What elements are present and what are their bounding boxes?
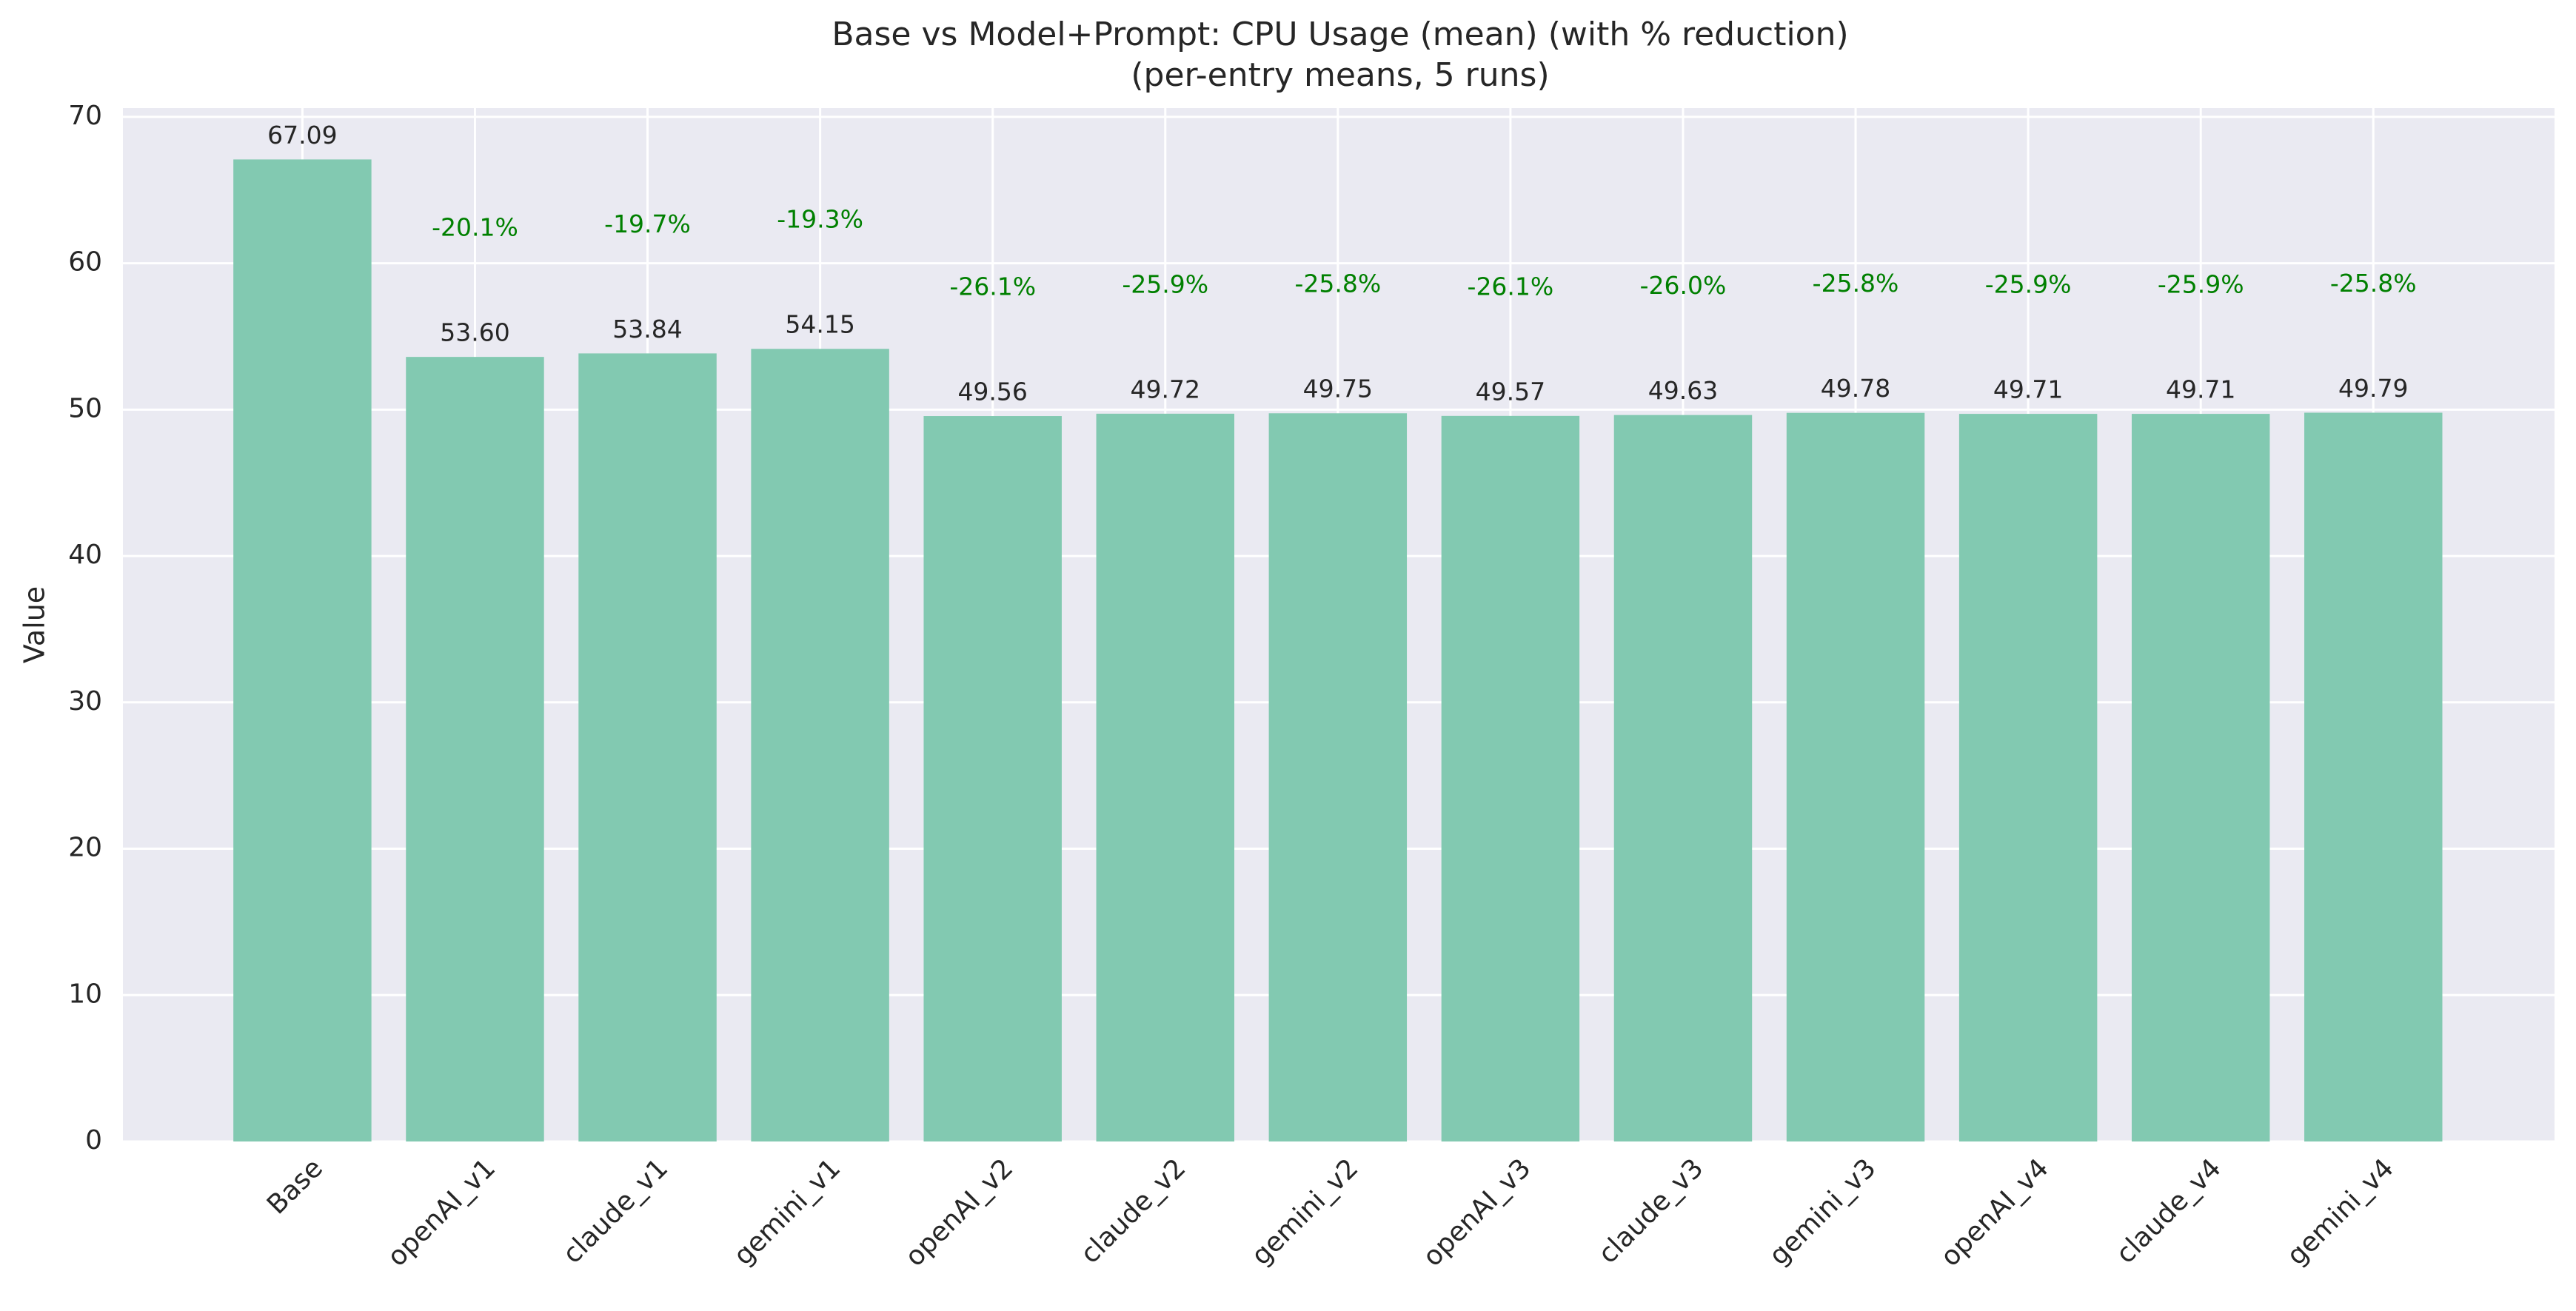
y-tick-label: 60 xyxy=(68,247,102,278)
chart-subtitle: (per-entry means, 5 runs) xyxy=(1131,56,1549,94)
reduction-label: -25.8% xyxy=(2330,269,2417,298)
x-tick-label: claude_v3 xyxy=(1593,1153,1710,1270)
y-axis-label: Value xyxy=(19,586,51,663)
reduction-label: -25.9% xyxy=(1122,269,1208,298)
bar xyxy=(923,416,1062,1141)
x-tick-label: gemini_v3 xyxy=(1764,1153,1882,1272)
value-label: 49.75 xyxy=(1303,375,1373,403)
x-tick-label: openAI_v2 xyxy=(900,1153,1019,1273)
reduction-label: -25.9% xyxy=(2158,269,2244,298)
value-label: 49.63 xyxy=(1648,376,1718,405)
reduction-label: -19.7% xyxy=(604,209,691,238)
bar xyxy=(2304,412,2443,1141)
chart-title: Base vs Model+Prompt: CPU Usage (mean) (… xyxy=(832,16,1848,53)
x-tick-label: openAI_v1 xyxy=(382,1153,501,1273)
y-tick-label: 50 xyxy=(68,393,102,423)
y-tick-label: 70 xyxy=(68,101,102,131)
x-tick-label: openAI_v3 xyxy=(1417,1153,1536,1273)
x-tick-label: claude_v4 xyxy=(2110,1153,2227,1270)
value-label: 53.60 xyxy=(440,318,509,347)
x-tick-label: gemini_v4 xyxy=(2281,1153,2400,1272)
bar xyxy=(1096,413,1234,1141)
value-label: 49.78 xyxy=(1821,374,1890,403)
value-label: 49.56 xyxy=(957,377,1027,406)
y-tick-label: 10 xyxy=(68,979,102,1009)
value-label: 54.15 xyxy=(785,310,854,339)
value-label: 49.71 xyxy=(2166,375,2235,403)
x-tick-label: claude_v1 xyxy=(558,1153,675,1270)
y-tick-label: 20 xyxy=(68,833,102,863)
value-label: 49.72 xyxy=(1131,375,1200,403)
bar xyxy=(233,159,372,1141)
x-tick-label: claude_v2 xyxy=(1075,1153,1192,1270)
bar xyxy=(2131,414,2270,1141)
bar xyxy=(1613,415,1753,1141)
reduction-label: -20.1% xyxy=(432,213,518,242)
bar xyxy=(1441,415,1580,1141)
bar xyxy=(406,357,544,1141)
bar xyxy=(1786,412,1925,1141)
y-tick-label: 30 xyxy=(68,686,102,717)
value-label: 49.79 xyxy=(2338,374,2408,403)
y-tick-label: 40 xyxy=(68,540,102,570)
value-label: 53.84 xyxy=(612,315,682,343)
value-label: 49.57 xyxy=(1476,377,1545,406)
reduction-label: -26.1% xyxy=(1468,272,1554,301)
bar xyxy=(1958,414,2098,1141)
x-tick-label: gemini_v2 xyxy=(1246,1153,1365,1272)
x-tick-label: Base xyxy=(261,1153,329,1221)
bar xyxy=(578,353,717,1141)
value-label: 49.71 xyxy=(1993,375,2063,403)
reduction-label: -26.1% xyxy=(949,272,1036,301)
reduction-label: -25.8% xyxy=(1294,269,1381,298)
bar xyxy=(1268,413,1408,1141)
x-tick-label: gemini_v1 xyxy=(728,1153,846,1272)
value-label: 67.09 xyxy=(267,121,337,150)
y-tick-label: 0 xyxy=(85,1125,102,1156)
reduction-label: -19.3% xyxy=(777,205,863,234)
reduction-label: -25.9% xyxy=(1985,269,2072,298)
bar xyxy=(751,349,889,1141)
x-tick-label: openAI_v4 xyxy=(1935,1153,2054,1273)
reduction-label: -25.8% xyxy=(1813,269,1899,298)
reduction-label: -26.0% xyxy=(1640,271,1727,300)
